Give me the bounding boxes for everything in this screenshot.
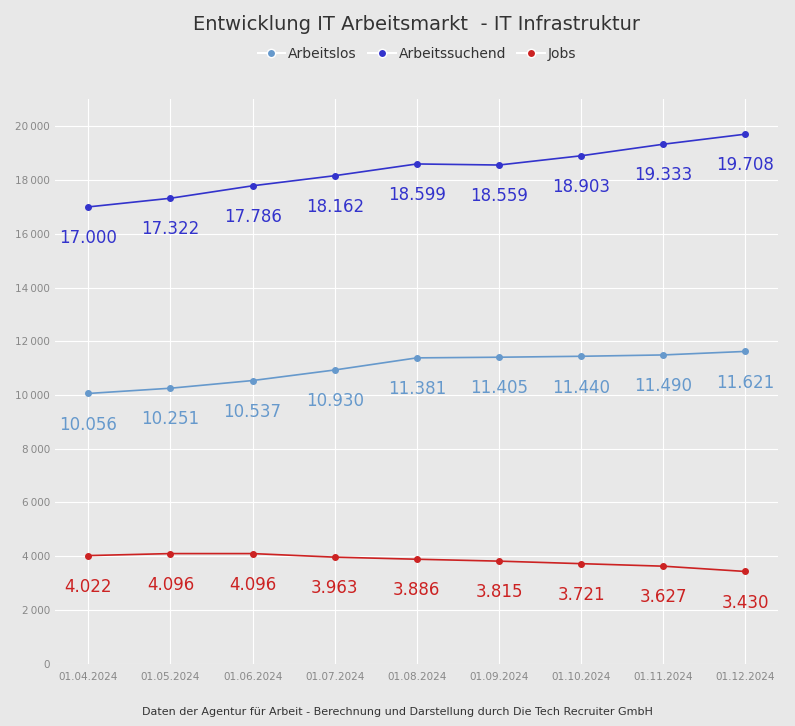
Arbeitslos — [658, 351, 668, 359]
Text: 17.000: 17.000 — [60, 229, 117, 247]
Text: 11.490: 11.490 — [634, 378, 692, 395]
Line: Arbeitslos: Arbeitslos — [86, 348, 748, 396]
Text: 3.815: 3.815 — [475, 584, 523, 601]
Arbeitssuchend — [576, 152, 586, 160]
Jobs — [83, 551, 93, 560]
Text: 11.381: 11.381 — [388, 380, 446, 398]
Text: 11.440: 11.440 — [552, 378, 610, 396]
Arbeitssuchend — [248, 182, 258, 190]
Text: 17.322: 17.322 — [142, 221, 200, 238]
Text: 3.721: 3.721 — [557, 586, 605, 604]
Jobs — [412, 555, 421, 563]
Jobs — [165, 550, 175, 558]
Arbeitslos — [83, 389, 93, 398]
Text: 3.963: 3.963 — [311, 579, 359, 597]
Text: 3.886: 3.886 — [394, 582, 440, 600]
Legend: Arbeitslos, Arbeitssuchend, Jobs: Arbeitslos, Arbeitssuchend, Jobs — [252, 41, 582, 67]
Arbeitslos — [741, 347, 750, 356]
Arbeitssuchend — [412, 160, 421, 168]
Text: 10.251: 10.251 — [142, 410, 200, 428]
Text: 10.537: 10.537 — [223, 403, 281, 421]
Text: 10.056: 10.056 — [60, 416, 117, 433]
Arbeitslos — [248, 376, 258, 385]
Text: 4.096: 4.096 — [229, 576, 276, 594]
Arbeitssuchend — [741, 130, 750, 139]
Title: Entwicklung IT Arbeitsmarkt  - IT Infrastruktur: Entwicklung IT Arbeitsmarkt - IT Infrast… — [193, 15, 640, 34]
Jobs — [658, 562, 668, 571]
Arbeitslos — [330, 366, 339, 375]
Arbeitslos — [494, 353, 504, 362]
Text: 3.627: 3.627 — [639, 588, 687, 606]
Text: Daten der Agentur für Arbeit - Berechnung und Darstellung durch Die Tech Recruit: Daten der Agentur für Arbeit - Berechnun… — [142, 707, 653, 717]
Text: 11.405: 11.405 — [470, 380, 528, 397]
Arbeitssuchend — [658, 140, 668, 149]
Jobs — [494, 557, 504, 566]
Arbeitssuchend — [165, 194, 175, 203]
Text: 19.333: 19.333 — [634, 166, 692, 184]
Text: 17.786: 17.786 — [223, 208, 281, 226]
Text: 10.930: 10.930 — [306, 392, 363, 410]
Arbeitslos — [165, 384, 175, 393]
Text: 19.708: 19.708 — [716, 156, 774, 174]
Text: 3.430: 3.430 — [722, 594, 769, 612]
Text: 4.096: 4.096 — [147, 576, 194, 594]
Arbeitssuchend — [330, 171, 339, 180]
Text: 18.599: 18.599 — [388, 186, 446, 204]
Text: 18.162: 18.162 — [305, 198, 364, 216]
Line: Arbeitssuchend: Arbeitssuchend — [86, 131, 748, 210]
Text: 18.559: 18.559 — [470, 187, 528, 205]
Arbeitssuchend — [494, 160, 504, 169]
Arbeitssuchend — [83, 203, 93, 211]
Arbeitslos — [576, 352, 586, 361]
Jobs — [741, 567, 750, 576]
Jobs — [330, 552, 339, 561]
Arbeitslos — [412, 354, 421, 362]
Line: Jobs: Jobs — [86, 551, 748, 574]
Jobs — [576, 559, 586, 568]
Text: 4.022: 4.022 — [64, 578, 112, 596]
Text: 11.621: 11.621 — [716, 374, 774, 391]
Text: 18.903: 18.903 — [552, 178, 610, 196]
Jobs — [248, 550, 258, 558]
